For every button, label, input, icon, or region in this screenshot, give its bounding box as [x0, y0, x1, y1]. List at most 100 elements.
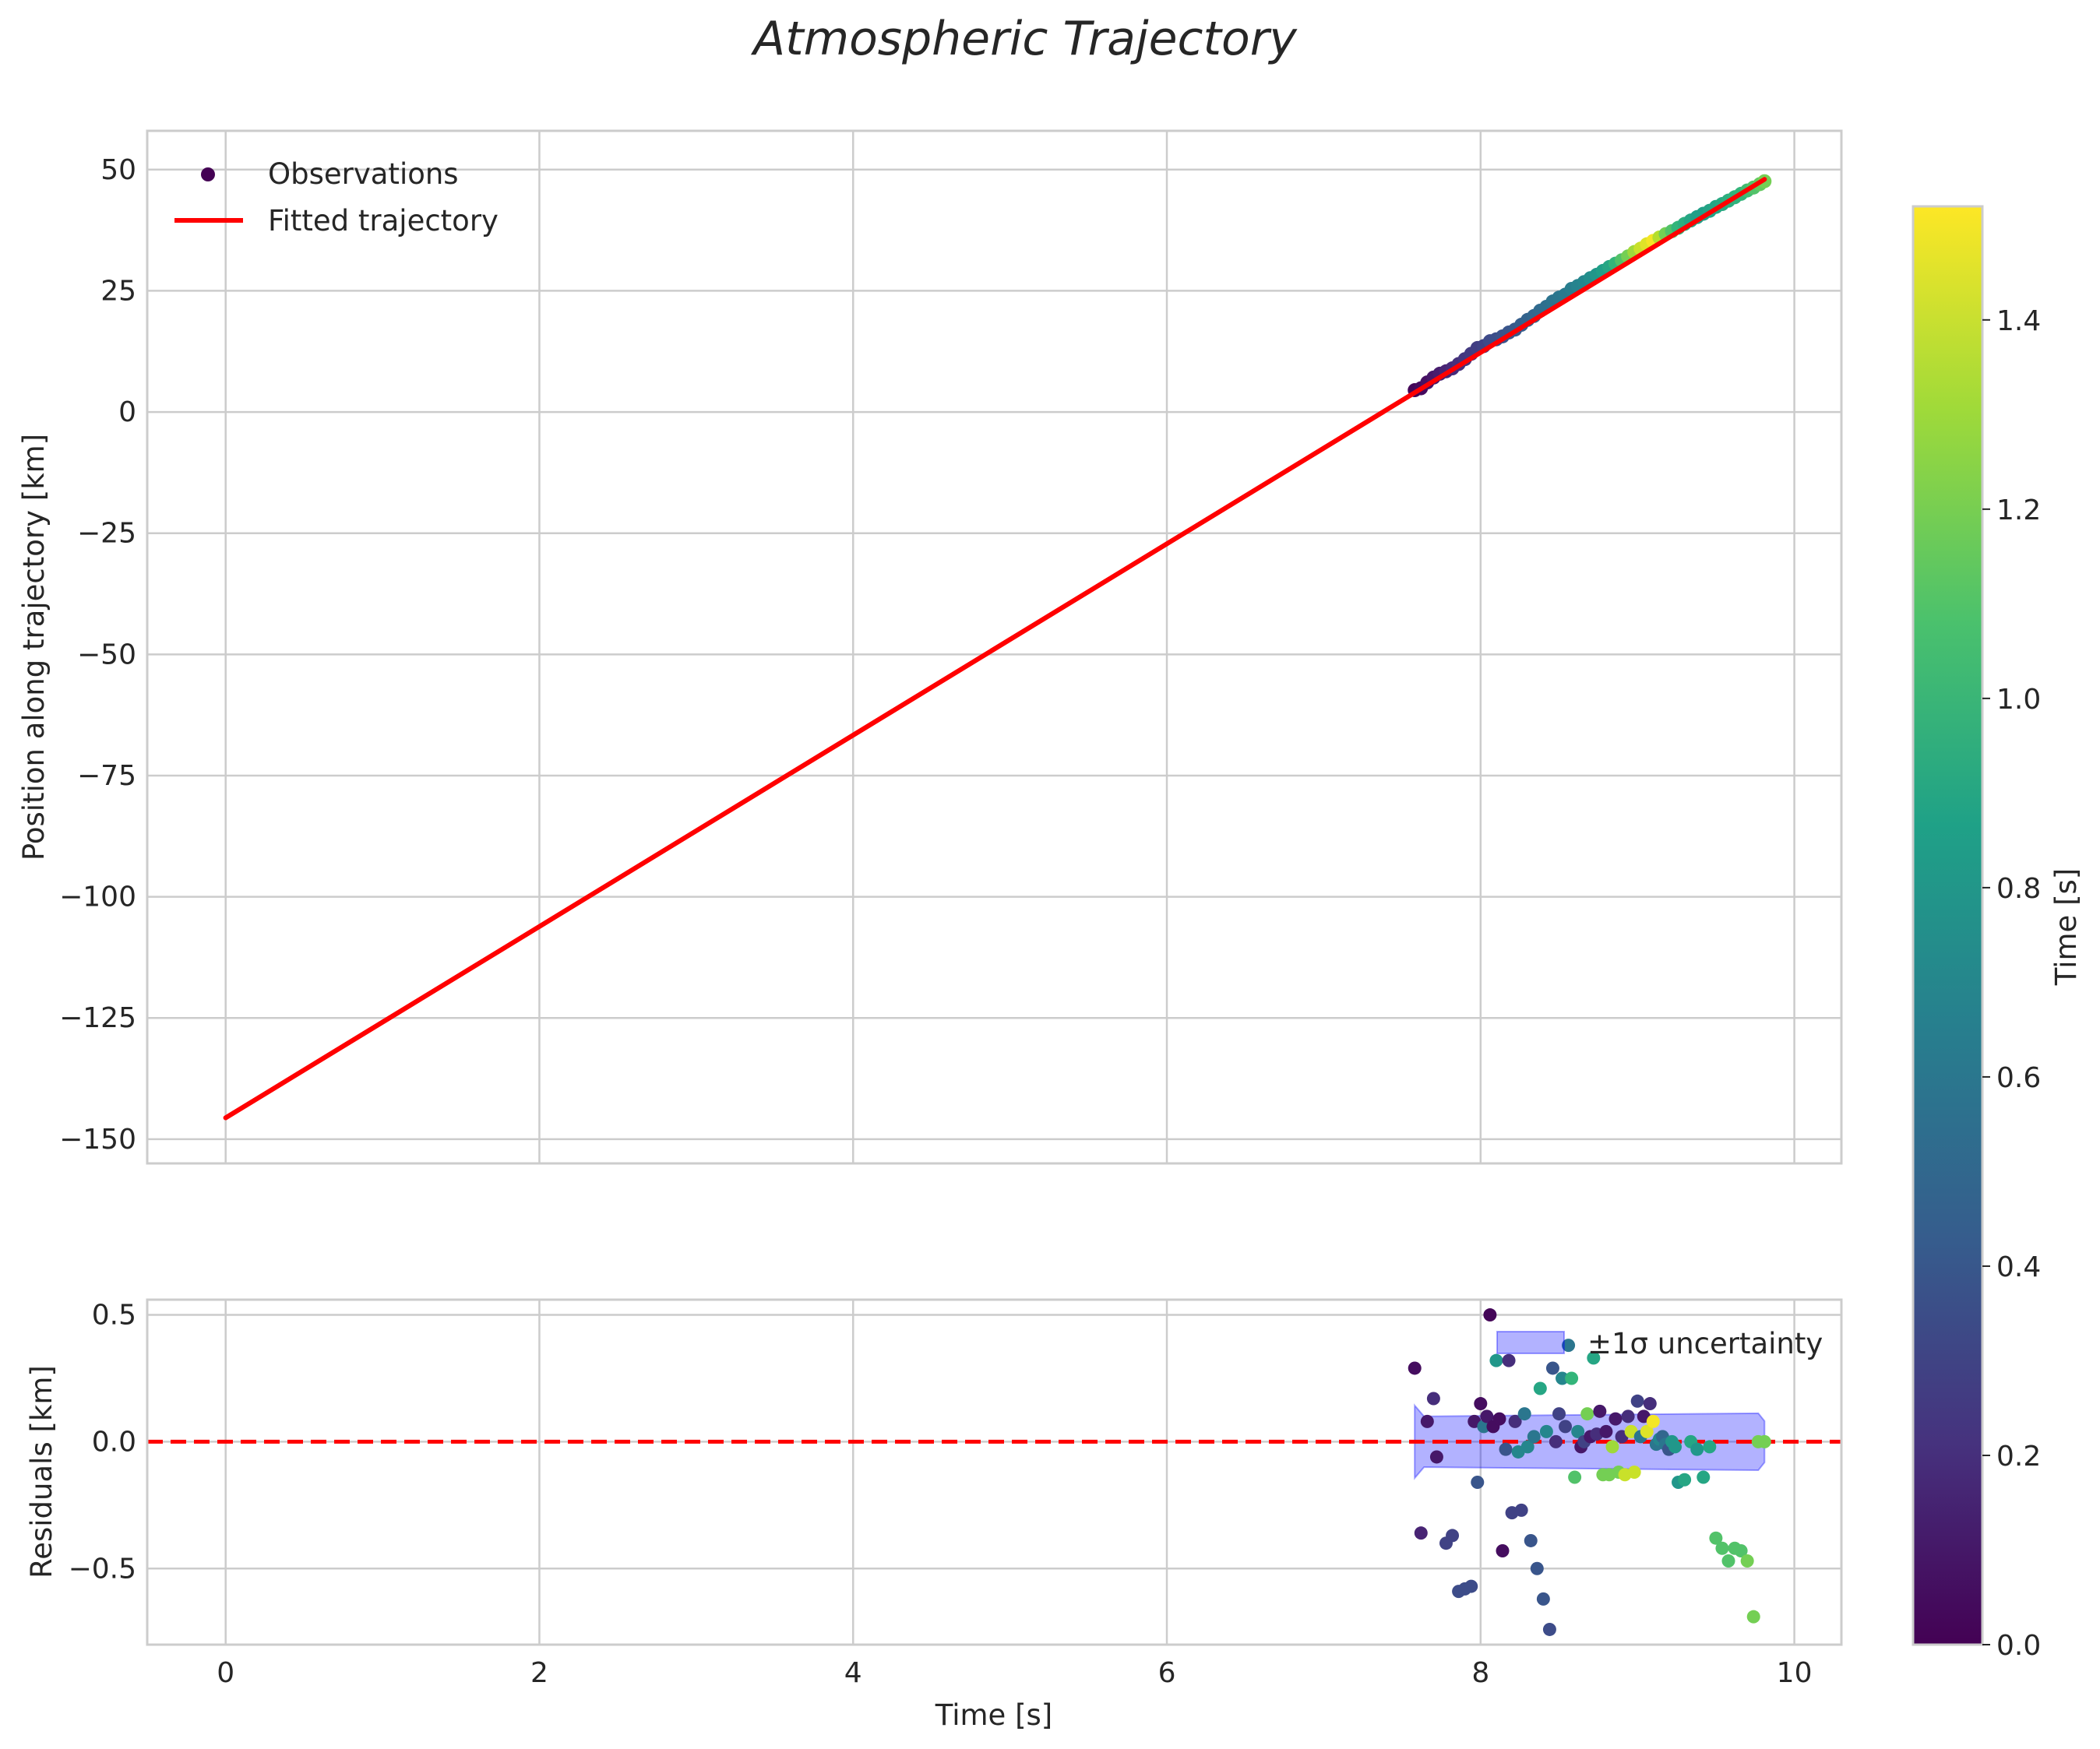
legend-observations-marker	[201, 167, 215, 181]
residual-point	[1474, 1397, 1488, 1411]
residual-point	[1420, 1414, 1434, 1428]
residual-point	[1721, 1554, 1735, 1568]
chart-title: Atmospheric Trajectory	[750, 12, 1298, 66]
legend-observations-label: Observations	[268, 157, 459, 191]
residual-point	[1483, 1308, 1497, 1322]
residual-point	[1533, 1381, 1547, 1395]
residual-point	[1536, 1592, 1550, 1606]
y-tick-label: −0.5	[69, 1553, 136, 1585]
y-tick-label: 0	[118, 396, 136, 428]
y-tick-label: 50	[100, 154, 136, 186]
residual-point	[1499, 1442, 1513, 1456]
bottom-y-axis-label: Residuals [km]	[25, 1365, 58, 1578]
y-tick-label: 0.0	[92, 1426, 136, 1458]
residual-point	[1559, 1420, 1573, 1434]
bottom-y-tick-labels: 0.5 0.0 −0.5	[69, 1300, 136, 1585]
residual-point	[1539, 1424, 1553, 1438]
colorbar-tick-label: 1.0	[1996, 684, 2041, 716]
residual-point	[1527, 1430, 1541, 1444]
residual-point	[1549, 1434, 1563, 1448]
y-tick-label: −150	[59, 1124, 136, 1156]
residual-point	[1414, 1526, 1428, 1540]
residual-point	[1640, 1424, 1654, 1438]
residual-point	[1530, 1561, 1544, 1575]
residual-point	[1562, 1339, 1576, 1353]
residual-point	[1520, 1440, 1534, 1454]
x-tick-label: 0	[217, 1657, 234, 1689]
legend-uncertainty-label: ±1σ uncertainty	[1587, 1327, 1823, 1360]
top-y-tick-labels: 50 25 0 −25 −50 −75 −100 −125 −150	[59, 154, 136, 1156]
x-tick-label: 6	[1158, 1657, 1176, 1689]
residual-point	[1471, 1476, 1485, 1490]
top-legend: Observations Fitted trajectory	[174, 157, 499, 238]
y-tick-label: −50	[77, 639, 136, 670]
residual-point	[1568, 1470, 1582, 1484]
bottom-x-axis-label: Time [s]	[935, 1698, 1052, 1732]
residual-point	[1429, 1450, 1443, 1464]
legend-fitted-trajectory-label: Fitted trajectory	[268, 204, 499, 238]
residual-point	[1489, 1353, 1503, 1367]
residual-point	[1757, 1434, 1771, 1448]
y-tick-label: −25	[77, 518, 136, 550]
colorbar-tick-label: 0.2	[1996, 1441, 2041, 1473]
colorbar-tick-label: 0.8	[1996, 873, 2041, 905]
legend-uncertainty-swatch	[1496, 1331, 1565, 1354]
residual-point	[1643, 1397, 1657, 1411]
x-tick-label: 2	[530, 1657, 548, 1689]
residual-point	[1571, 1424, 1585, 1438]
residual-point	[1464, 1579, 1478, 1593]
residual-point	[1408, 1361, 1422, 1375]
residual-point	[1517, 1407, 1531, 1421]
bottom-panel: 0.5 0.0 −0.5 0 2 4 6 8 10 Residuals [km] Time […	[25, 1298, 1843, 1732]
residual-point	[1599, 1424, 1613, 1438]
residual-point	[1480, 1409, 1494, 1423]
residual-point	[1542, 1622, 1556, 1636]
colorbar-tick-label: 1.2	[1996, 494, 2041, 526]
y-tick-label: −75	[77, 760, 136, 792]
colorbar-label: Time [s]	[2049, 868, 2083, 986]
residual-point	[1715, 1541, 1729, 1555]
residual-point	[1627, 1466, 1641, 1479]
colorbar-tick-label: 0.6	[1996, 1062, 2041, 1094]
observation-points	[223, 174, 1772, 1121]
residual-point	[1593, 1404, 1607, 1418]
residual-point	[1565, 1371, 1579, 1385]
residual-point	[1678, 1473, 1692, 1487]
bottom-legend: ±1σ uncertainty	[1496, 1327, 1823, 1360]
top-gridlines	[147, 131, 1841, 1163]
y-tick-label: −125	[59, 1002, 136, 1034]
residual-point	[1477, 1420, 1491, 1434]
residual-point	[1709, 1531, 1723, 1545]
colorbar-tick-label: 0.0	[1996, 1630, 2041, 1662]
y-tick-label: −100	[59, 882, 136, 913]
residual-point	[1492, 1412, 1506, 1426]
residual-point	[1514, 1503, 1528, 1517]
residual-point	[1630, 1394, 1644, 1408]
colorbar-tick-label: 0.4	[1996, 1251, 2041, 1283]
colorbar-tick-labels: 0.0 0.2 0.4 0.6 0.8 1.0 1.2 1.4	[1982, 305, 2041, 1662]
residual-point	[1580, 1407, 1594, 1421]
x-tick-label: 10	[1777, 1657, 1813, 1689]
colorbar: 0.0 0.2 0.4 0.6 0.8 1.0 1.2 1.4 Time [s]	[1911, 205, 2083, 1662]
residual-point	[1740, 1554, 1754, 1568]
residual-point	[1502, 1353, 1516, 1367]
colorbar-tick-label: 1.4	[1996, 305, 2041, 337]
top-panel: 50 25 0 −25 −50 −75 −100 −125 −150 Position alon…	[17, 129, 1843, 1165]
residual-point	[1587, 1351, 1601, 1365]
residual-point	[1690, 1442, 1704, 1456]
residual-point	[1746, 1610, 1760, 1624]
residual-point	[1524, 1533, 1538, 1547]
residual-point	[1608, 1412, 1623, 1426]
fitted-trajectory-overlay	[223, 177, 1767, 1121]
residual-point	[1697, 1470, 1711, 1484]
top-plot-frame	[146, 129, 1843, 1165]
residual-point	[1556, 1371, 1570, 1385]
residual-point	[1508, 1414, 1522, 1428]
residual-point	[1446, 1529, 1460, 1543]
x-tick-label: 8	[1471, 1657, 1489, 1689]
bottom-plot-background	[147, 1300, 1841, 1645]
residual-point	[1621, 1409, 1635, 1423]
top-y-axis-label: Position along trajectory [km]	[17, 434, 51, 860]
residual-point	[1703, 1440, 1717, 1454]
residual-point	[1734, 1543, 1748, 1557]
